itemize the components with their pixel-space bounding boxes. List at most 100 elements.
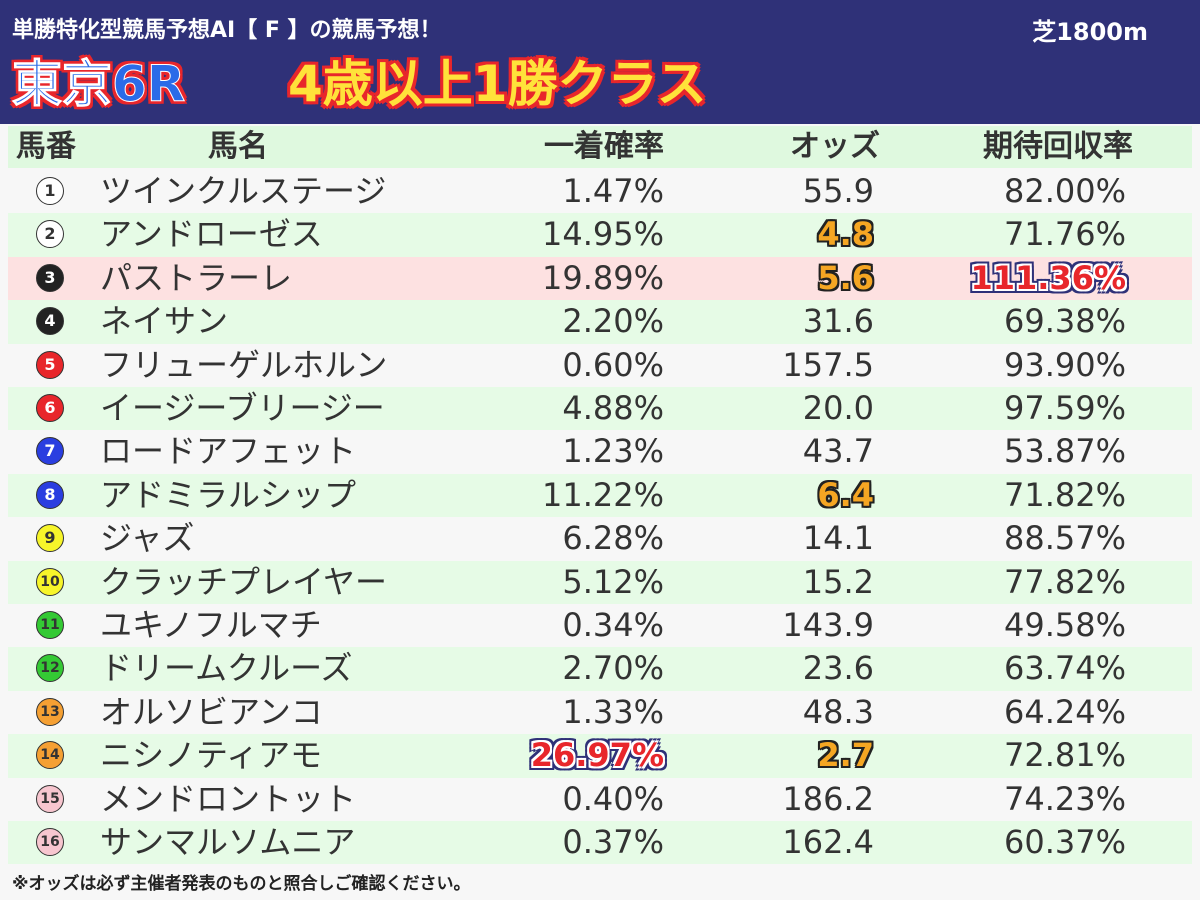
horse-number-badge: 10 xyxy=(36,567,64,596)
expected-return: 88.57% xyxy=(1003,519,1126,558)
odds-value: 48.3 xyxy=(802,692,874,731)
win-probability: 2.20% xyxy=(562,302,664,341)
track-surface-distance: 芝1800m xyxy=(1032,18,1148,46)
odds-value: 14.1 xyxy=(802,519,874,558)
expected-return: 82.00% xyxy=(1003,172,1126,210)
footnote: ※オッズは必ず主催者発表のものと照合しご確認ください。 xyxy=(12,874,471,894)
horse-number-badge: 4 xyxy=(36,307,64,336)
horse-number-badge: 6 xyxy=(36,394,64,422)
table-row: 12 ドリームクルーズ 2.70% 23.6 63.74% xyxy=(8,647,1192,691)
column-header-expected-return: 期待回収率 xyxy=(983,129,1133,164)
horse-number-badge: 1 xyxy=(36,177,64,205)
table-row: 9 ジャズ 6.28% 14.1 88.57% xyxy=(8,517,1192,560)
table-row: 16 サンマルソムニア 0.37% 162.4 60.37% xyxy=(8,821,1192,865)
horse-number-badge: 13 xyxy=(36,697,64,726)
horse-name: メンドロントット xyxy=(100,779,357,818)
odds-value: 31.6 xyxy=(802,302,874,341)
win-probability: 1.33% xyxy=(562,692,664,731)
horse-name: ツインクルステージ xyxy=(100,172,387,210)
horse-number-badge: 12 xyxy=(36,654,64,683)
win-probability: 0.37% xyxy=(562,823,664,861)
column-header-win-prob: 一着確率 xyxy=(544,129,664,164)
header-subtitle: 単勝特化型競馬予想AI【 F 】の競馬予想！ xyxy=(12,18,442,43)
odds-value: 5.6 xyxy=(817,258,874,297)
horse-name: ドリームクルーズ xyxy=(100,649,353,688)
table-row: 5 フリューゲルホルン 0.60% 157.5 93.90% xyxy=(8,344,1192,387)
table-row: 11 ユキノフルマチ 0.34% 143.9 49.58% xyxy=(8,604,1192,647)
win-probability: 1.23% xyxy=(562,432,664,471)
horse-number-badge: 15 xyxy=(36,784,64,813)
table-row: 4 ネイサン 2.20% 31.6 69.38% xyxy=(8,300,1192,344)
horse-number-badge: 16 xyxy=(36,828,64,856)
win-probability: 0.34% xyxy=(562,606,664,644)
odds-value: 2.7 xyxy=(817,736,874,775)
win-probability: 1.47% xyxy=(562,172,664,210)
odds-value: 20.0 xyxy=(802,389,874,427)
win-probability: 4.88% xyxy=(562,389,664,427)
odds-value: 43.7 xyxy=(802,432,874,471)
horse-number-badge: 2 xyxy=(36,220,64,249)
horse-number-badge: 14 xyxy=(36,741,64,770)
horse-number-badge: 11 xyxy=(36,611,64,639)
expected-return: 97.59% xyxy=(1003,389,1126,427)
horse-name: オルソビアンコ xyxy=(100,692,323,731)
table-row: 1 ツインクルステージ 1.47% 55.9 82.00% xyxy=(8,170,1192,213)
odds-value: 6.4 xyxy=(817,475,874,514)
odds-value: 162.4 xyxy=(782,823,874,861)
win-probability: 26.97% xyxy=(530,736,664,775)
column-header-name: 馬名 xyxy=(208,129,268,164)
expected-return: 64.24% xyxy=(1003,692,1126,731)
win-probability: 6.28% xyxy=(562,519,664,558)
horse-number-badge: 5 xyxy=(36,350,64,379)
race-class: 4歳以上1勝クラス xyxy=(288,55,707,113)
win-probability: 19.89% xyxy=(541,258,664,297)
table-row: 3 パストラーレ 19.89% 5.6 111.36% xyxy=(8,256,1192,301)
horse-name: ユキノフルマチ xyxy=(100,606,322,644)
expected-return: 69.38% xyxy=(1003,302,1126,341)
column-header-odds: オッズ xyxy=(790,129,880,164)
horse-name: イージーブリージー xyxy=(100,389,385,427)
horse-name: フリューゲルホルン xyxy=(100,345,388,384)
horse-name: アンドローゼス xyxy=(100,215,323,254)
win-probability: 14.95% xyxy=(541,215,664,254)
table-row: 13 オルソビアンコ 1.33% 48.3 64.24% xyxy=(8,691,1192,734)
horse-name: ロードアフェット xyxy=(100,432,357,471)
table-row: 10 クラッチプレイヤー 5.12% 15.2 77.82% xyxy=(8,560,1192,604)
win-probability: 5.12% xyxy=(562,562,664,601)
horse-name: クラッチプレイヤー xyxy=(100,562,388,601)
odds-value: 23.6 xyxy=(802,649,874,688)
expected-return: 49.58% xyxy=(1003,606,1126,644)
horse-number-badge: 3 xyxy=(36,263,64,292)
win-probability: 2.70% xyxy=(562,649,664,688)
odds-value: 55.9 xyxy=(802,172,874,210)
header-banner: 単勝特化型競馬予想AI【 F 】の競馬予想！ 芝1800m 東京6R 4歳以上1… xyxy=(0,0,1200,124)
odds-value: 143.9 xyxy=(782,606,874,644)
race-name: 東京6R xyxy=(11,55,186,114)
expected-return: 60.37% xyxy=(1003,823,1126,861)
horse-name: ニシノティアモ xyxy=(100,736,323,775)
table-row: 15 メンドロントット 0.40% 186.2 74.23% xyxy=(8,778,1192,821)
horse-name: サンマルソムニア xyxy=(100,823,356,861)
horse-name: ネイサン xyxy=(100,302,229,341)
column-header-row: 馬番 馬名 一着確率 オッズ 期待回収率 xyxy=(8,126,1192,168)
horse-name: ジャズ xyxy=(100,519,195,558)
win-probability: 0.40% xyxy=(562,779,664,818)
expected-return: 53.87% xyxy=(1003,432,1126,471)
table-row: 7 ロードアフェット 1.23% 43.7 53.87% xyxy=(8,430,1192,473)
column-header-number: 馬番 xyxy=(16,129,76,164)
odds-value: 186.2 xyxy=(782,779,874,818)
odds-value: 157.5 xyxy=(782,345,874,384)
table-row: 2 アンドローゼス 14.95% 4.8 71.76% xyxy=(8,213,1192,257)
table-row: 6 イージーブリージー 4.88% 20.0 97.59% xyxy=(8,387,1192,431)
win-probability: 0.60% xyxy=(562,345,664,384)
horse-name: パストラーレ xyxy=(100,258,293,297)
expected-return: 72.81% xyxy=(1003,736,1126,775)
expected-return: 93.90% xyxy=(1003,345,1126,384)
horse-number-badge: 7 xyxy=(36,437,64,466)
horse-name: アドミラルシップ xyxy=(100,475,357,514)
odds-value: 4.8 xyxy=(817,215,874,254)
expected-return: 71.82% xyxy=(1003,475,1126,514)
horse-number-badge: 9 xyxy=(36,524,64,553)
horse-number-badge: 8 xyxy=(36,480,64,509)
table-row: 8 アドミラルシップ 11.22% 6.4 71.82% xyxy=(8,473,1192,518)
